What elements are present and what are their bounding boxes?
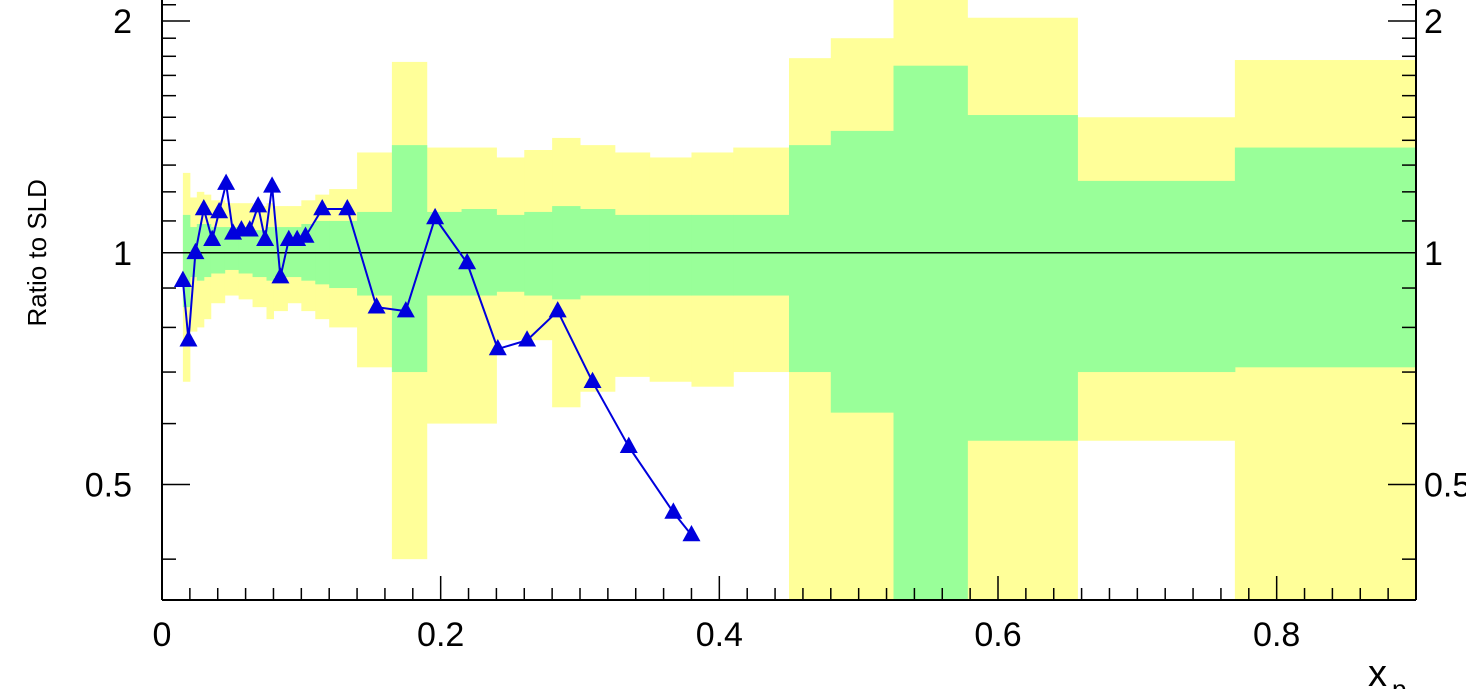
inner-band-3 [203,223,212,278]
data-point-10 [249,196,268,213]
data-point-20 [396,301,415,318]
data-point-21 [426,207,445,225]
y-tick-label-right-2: 2 [1424,3,1443,41]
data-point-12 [263,176,282,193]
x-tick-label-0: 0 [153,616,172,654]
x-tick-label-4: 0.8 [1253,616,1300,654]
data-point-18 [338,198,357,216]
inner-band-29 [967,115,1078,441]
data-point-0 [173,270,192,287]
x-tick-label-1: 0.2 [417,616,464,654]
data-point-23 [488,338,507,356]
data-point-13 [271,267,290,284]
data-point-24 [518,330,537,347]
axis-ticks [161,3,1417,600]
y-tick-label-left-2: 2 [113,3,132,41]
y-tick-label-right-1: 1 [1424,235,1443,273]
inner-band-30 [1077,180,1236,373]
data-point-4 [203,229,222,246]
data-point-9 [240,220,259,237]
inner-error-bands [182,65,1416,600]
inner-band-23 [649,214,692,296]
data-point-19 [367,297,386,314]
x-axis-title-subscript: p [1392,674,1406,689]
y-tick-label-left-1: 1 [113,235,132,273]
inner-band-25 [733,214,790,296]
inner-band-28 [893,65,968,600]
data-point-25 [548,301,567,318]
x-tick-label-2: 0.4 [696,616,743,654]
y-axis-title: Ratio to SLD [22,179,52,326]
inner-band-8 [266,227,274,281]
data-point-28 [664,502,683,519]
data-point-2 [186,242,205,260]
inner-band-24 [691,214,734,296]
data-point-16 [296,226,315,243]
tick-labels: 0 0.2 0.4 0.6 0.8 0.5 0.5 1 1 2 2 [85,3,1466,654]
data-point-29 [682,524,701,542]
inner-band-14 [357,211,393,296]
data-point-1 [179,330,198,347]
data-point-22 [458,252,477,270]
x-axis-title-main: x [1368,653,1387,689]
series-markers [173,173,701,542]
data-point-27 [619,436,638,453]
data-point-3 [194,198,213,216]
y-tick-label-left-0: 0.5 [85,467,132,505]
data-point-6 [217,173,236,190]
inner-band-13 [329,220,358,289]
data-point-26 [583,371,602,389]
plot-frame [161,0,1417,601]
y-tick-label-right-0: 0.5 [1424,467,1466,505]
data-point-11 [256,229,275,246]
inner-band-6 [238,227,254,274]
inner-band-22 [614,214,651,296]
data-point-17 [313,198,332,216]
inner-band-31 [1234,147,1416,368]
inner-band-0 [182,214,191,308]
x-tick-label-3: 0.6 [974,616,1021,654]
data-point-5 [210,201,229,219]
inner-band-27 [830,130,894,413]
inner-band-26 [789,145,832,373]
x-axis-title: x p [1368,653,1406,689]
inner-band-19 [524,211,553,296]
